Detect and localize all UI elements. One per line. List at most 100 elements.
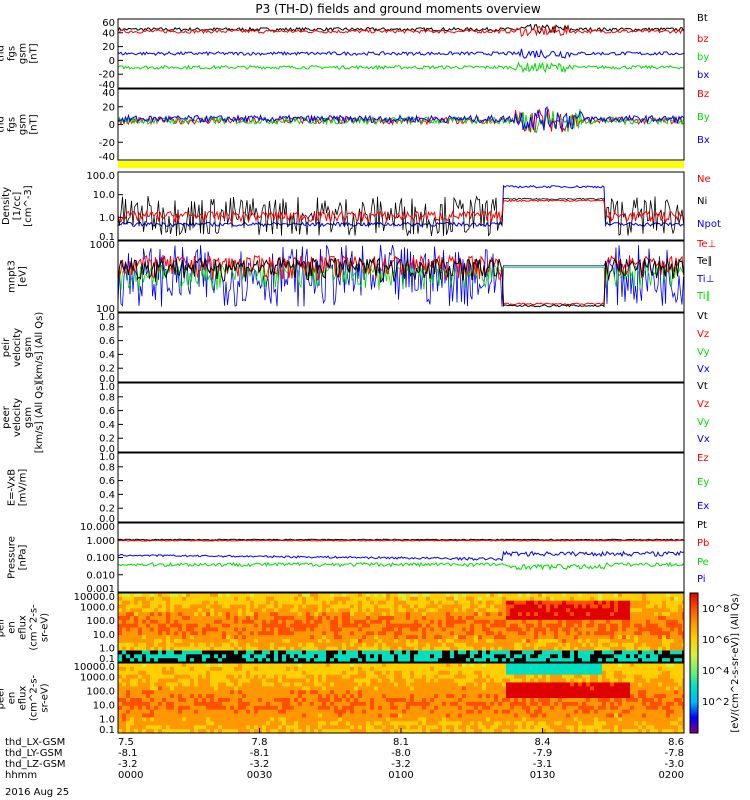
- heatmap-cell: [182, 686, 187, 691]
- heatmap-cell: [682, 658, 684, 662]
- heatmap-cell: [390, 705, 395, 711]
- heatmap-cell: [274, 725, 279, 730]
- heatmap-cell: [378, 608, 383, 613]
- heatmap-cell: [374, 694, 379, 699]
- heatmap-cell: [278, 616, 283, 621]
- heatmap-cell: [274, 709, 279, 715]
- heatmap-cell: [426, 686, 431, 691]
- heatmap-cell: [334, 627, 339, 632]
- heatmap-cell: [226, 701, 231, 707]
- heatmap-cell: [582, 682, 587, 687]
- heatmap-cell: [506, 666, 511, 672]
- heatmap-cell: [382, 666, 387, 672]
- heatmap-cell: [370, 612, 375, 617]
- heatmap-cell: [670, 604, 675, 609]
- heatmap-cell: [174, 717, 179, 722]
- heatmap-cell: [390, 678, 395, 683]
- heatmap-cell: [406, 604, 411, 609]
- heatmap-cell: [510, 701, 515, 707]
- heatmap-cell: [274, 654, 279, 659]
- heatmap-cell: [502, 616, 507, 621]
- heatmap-cell: [374, 646, 379, 651]
- heatmap-cell: [506, 627, 511, 632]
- heatmap-cell: [358, 666, 363, 672]
- heatmap-cell: [178, 709, 183, 715]
- heatmap-cell: [346, 729, 351, 733]
- heatmap-cell: [350, 701, 355, 707]
- heatmap-cell: [366, 604, 371, 609]
- heatmap-cell: [342, 623, 347, 628]
- heatmap-cell: [242, 650, 247, 655]
- heatmap-cell: [386, 666, 391, 672]
- heatmap-cell: [238, 701, 243, 707]
- heatmap-cell: [330, 682, 335, 687]
- heatmap-cell: [322, 678, 327, 683]
- heatmap-cell: [218, 650, 223, 655]
- heatmap-cell: [366, 682, 371, 687]
- heatmap-cell: [250, 658, 255, 662]
- heatmap-cell: [678, 608, 683, 613]
- heatmap-cell: [538, 663, 543, 668]
- heatmap-cell: [430, 690, 435, 695]
- heatmap-cell: [410, 600, 415, 605]
- heatmap-cell: [258, 663, 263, 668]
- heatmap-cell: [502, 729, 507, 733]
- heatmap-cell: [478, 670, 483, 676]
- heatmap-cell: [186, 600, 191, 605]
- heatmap-cell: [442, 642, 447, 648]
- heatmap-cell: [122, 604, 127, 609]
- heatmap-cell: [258, 635, 263, 640]
- legend-entry: Npot: [697, 219, 721, 230]
- heatmap-cell: [258, 717, 263, 722]
- heatmap-cell: [558, 593, 563, 598]
- heatmap-cell: [490, 678, 495, 683]
- heatmap-cell: [250, 694, 255, 699]
- heatmap-cell: [518, 658, 523, 662]
- heatmap-cell: [586, 593, 591, 598]
- heatmap-cell: [562, 666, 567, 672]
- heatmap-cell: [314, 639, 319, 644]
- heatmap-cell: [334, 604, 339, 609]
- heatmap-cell: [390, 670, 395, 676]
- heatmap-cell: [502, 686, 507, 691]
- heatmap-cell: [458, 717, 463, 722]
- heatmap-cell: [502, 650, 507, 655]
- heatmap-cell: [294, 604, 299, 609]
- heatmap-cell: [382, 663, 387, 668]
- heatmap-cell: [386, 654, 391, 659]
- heatmap-cell: [218, 709, 223, 715]
- heatmap-cell: [594, 701, 599, 707]
- heatmap-cell: [542, 596, 547, 602]
- heatmap-cell: [334, 600, 339, 605]
- heatmap-cell: [550, 709, 555, 715]
- heatmap-cell: [290, 639, 295, 644]
- heatmap-cell: [170, 678, 175, 683]
- heatmap-cell: [386, 674, 391, 680]
- heatmap-cell: [494, 604, 499, 609]
- heatmap-cell: [302, 682, 307, 687]
- heatmap-cell: [494, 616, 499, 621]
- heatmap-cell: [142, 678, 147, 683]
- heatmap-cell: [650, 642, 655, 648]
- heatmap-cell: [382, 631, 387, 636]
- heatmap-cell: [150, 593, 155, 598]
- heatmap-cell: [178, 721, 183, 726]
- heatmap-cell: [190, 694, 195, 699]
- heatmap-cell: [450, 596, 455, 602]
- heatmap-cell: [458, 627, 463, 632]
- heatmap-cell: [506, 596, 511, 602]
- heatmap-cell: [378, 639, 383, 644]
- heatmap-cell: [198, 608, 203, 613]
- heatmap-cell: [534, 642, 539, 648]
- heatmap-cell: [302, 670, 307, 676]
- heatmap-cell: [126, 600, 131, 605]
- heatmap-cell: [578, 698, 583, 703]
- heatmap-cell: [622, 616, 627, 621]
- heatmap-cell: [670, 619, 675, 625]
- heatmap-cell: [482, 646, 487, 651]
- heatmap-cell: [342, 639, 347, 644]
- heatmap-cell: [578, 646, 583, 651]
- heatmap-cell: [562, 698, 567, 703]
- heatmap-cell: [322, 663, 327, 668]
- heatmap-cell: [346, 600, 351, 605]
